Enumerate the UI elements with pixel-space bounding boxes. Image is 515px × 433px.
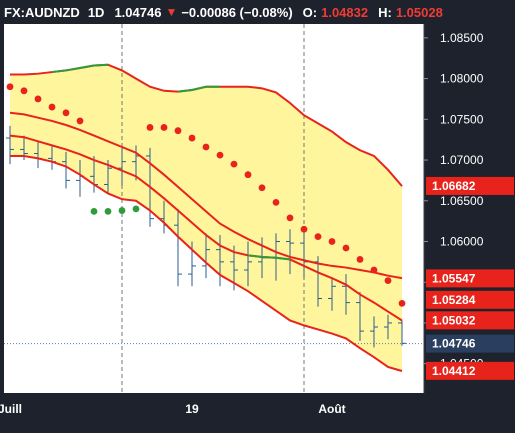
ohlc-bar [244, 241, 252, 287]
upper-band-up-segment [51, 63, 109, 74]
symbol-header: FX:AUDNZD 1D 1.04746 ▼ −0.00086 (−0.08%)… [0, 0, 515, 24]
sar-dot [258, 184, 266, 192]
down-arrow-icon: ▼ [165, 5, 178, 19]
ohlc-bar [286, 229, 294, 275]
upper-band-up-segment [177, 85, 220, 93]
symbol-name[interactable]: FX:AUDNZD [4, 4, 80, 20]
ohlc-bar [398, 320, 406, 346]
sar-dot [286, 214, 294, 222]
price-tick-label: 1.06500 [440, 194, 484, 208]
sar-dot [104, 207, 112, 215]
price-label-text: 1.05284 [432, 293, 476, 307]
price-tick-label: 1.08500 [440, 31, 484, 45]
sar-dot [188, 134, 196, 142]
sar-dot [146, 124, 154, 131]
sar-dot [384, 277, 392, 284]
ohlc-bar [6, 125, 14, 165]
price-label-tag: 1.06682 [426, 176, 514, 195]
time-tick-label: Juill [0, 402, 22, 416]
ohlc-bar [328, 278, 336, 311]
price-label-text: 1.05032 [432, 313, 476, 327]
last-price: 1.04746 [114, 4, 162, 20]
ohlc-bar [342, 274, 350, 315]
sar-dot [34, 95, 42, 103]
price-axis [424, 0, 515, 433]
ohlc-bar [216, 234, 224, 287]
high-value: 1.05028 [395, 4, 443, 20]
price-label-text: 1.04412 [432, 364, 476, 378]
price-label-tag: 1.04746 [426, 334, 514, 353]
sar-dot [272, 198, 280, 206]
sar-dot [62, 109, 70, 117]
price-tick-label: 1.07000 [440, 153, 484, 167]
sar-dot [174, 127, 182, 135]
price-label-bg [426, 334, 514, 353]
price-change: −0.00086 (−0.08%) [181, 4, 293, 20]
sar-dot [300, 225, 308, 233]
time-axis [0, 393, 424, 433]
sar-dot [6, 83, 14, 91]
price-label-text: 1.06682 [432, 179, 476, 193]
time-tick-label: 19 [185, 402, 199, 416]
ohlc-bar [202, 233, 210, 279]
price-label-bg [426, 311, 514, 330]
ohlc-bar [174, 208, 182, 287]
sar-dot [20, 87, 28, 95]
ohlc-bar [384, 314, 392, 340]
sar-dot [48, 103, 56, 111]
price-label-bg [426, 269, 514, 288]
sar-dot [90, 207, 98, 215]
price-label-tag: 1.05284 [426, 290, 514, 309]
price-label-text: 1.05547 [432, 271, 476, 285]
high-label: H: [378, 4, 392, 20]
price-label-text: 1.04746 [432, 337, 476, 351]
price-label-bg [426, 176, 514, 195]
open-value: 1.04832 [321, 4, 369, 20]
sar-dot [160, 124, 168, 131]
sar-dot [398, 299, 406, 307]
ohlc-bar [370, 316, 378, 348]
sar-dot [230, 160, 238, 168]
middle-band-line [9, 111, 403, 280]
price-label-bg [426, 290, 514, 309]
price-label-bg [426, 361, 514, 380]
sar-dot [132, 205, 140, 213]
sar-dot [202, 143, 210, 151]
open-label: O: [302, 4, 318, 20]
sar-dot [76, 117, 84, 125]
price-tick-label: 1.07500 [440, 112, 484, 126]
sar-dot [118, 207, 126, 214]
ohlc-bar [118, 147, 126, 187]
sar-dot [370, 266, 378, 274]
sar-dot [314, 233, 322, 241]
price-label-tag: 1.04412 [426, 361, 514, 380]
lower-band-up-segment [247, 254, 291, 261]
bottom-band-line [10, 154, 403, 372]
sar-dot [328, 238, 336, 245]
price-tick-label: 1.08000 [440, 72, 484, 86]
time-tick-label: Août [318, 402, 345, 416]
ohlc-bar [356, 291, 364, 341]
timeframe[interactable]: 1D [87, 4, 105, 20]
sar-dot [342, 244, 350, 252]
sar-dot [216, 151, 224, 159]
price-label-tag: 1.05032 [426, 311, 514, 330]
sar-dot [356, 256, 364, 263]
price-label-tag: 1.05547 [426, 269, 514, 288]
lower-band-line [9, 134, 403, 322]
ohlc-bar [62, 151, 70, 189]
price-tick-label: 1.06000 [440, 234, 484, 248]
sar-dot [244, 171, 252, 179]
